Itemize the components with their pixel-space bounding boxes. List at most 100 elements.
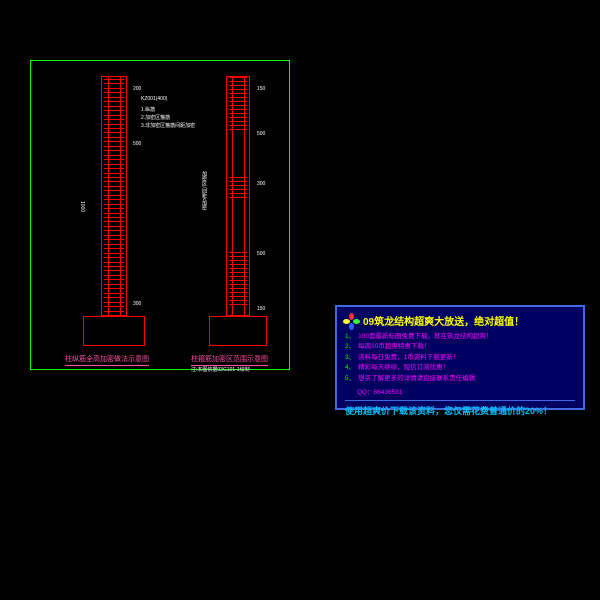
- rebar-tie: [104, 297, 124, 298]
- rebar-tie: [104, 208, 124, 209]
- rebar-tie: [104, 186, 124, 187]
- list-number: 5、: [345, 374, 355, 384]
- rebar-tie: [104, 119, 124, 120]
- drawing-area: 2005001000300 KZ001(400)1.纵筋2.加密区箍筋3.非加密…: [31, 61, 289, 369]
- promo-list-item: 4、精彩每天继续，短信订阅优惠！: [345, 363, 575, 373]
- rebar-tie: [104, 115, 124, 116]
- rebar-tie: [104, 146, 124, 147]
- rebar-tie: [104, 181, 124, 182]
- list-text: 每周10币超爽特惠下载！: [358, 342, 430, 352]
- note-text: 2.加密区箍筋: [141, 114, 170, 121]
- note-text: 1.纵筋: [141, 106, 155, 113]
- rebar-tie: [104, 168, 124, 169]
- dimension-label: 150: [257, 306, 265, 312]
- dimension-label: 300: [133, 301, 141, 307]
- rebar-tie: [104, 128, 124, 129]
- rebar-tie: [104, 311, 124, 312]
- rebar-tie: [104, 279, 124, 280]
- rebar-tie: [104, 124, 124, 125]
- rebar-tie: [104, 253, 124, 254]
- rebar-tie: [104, 257, 124, 258]
- column-left-base: [83, 316, 145, 346]
- promo-footer: 使用超爽价下载该资料，您仅需花费普通价的20%！: [345, 400, 575, 417]
- subcaption-right: 注:本图依据03G101-1绘制: [191, 366, 250, 373]
- rebar-vertical: [108, 77, 109, 315]
- list-text: 精彩每天继续，短信订阅优惠！: [358, 363, 449, 373]
- rebar-tie: [104, 302, 124, 303]
- caption-left: 柱纵筋全高加密做法示意图: [65, 354, 149, 366]
- promo-list: 1、100套最新标图免费下载，就在筑龙结构超爽！2、每周10币超爽特惠下载！3、…: [345, 332, 575, 384]
- rebar-tie: [104, 230, 124, 231]
- rebar-tie: [104, 293, 124, 294]
- rebar-tie: [104, 177, 124, 178]
- promo-qq-line: 0、 QQ：86436581: [345, 386, 575, 396]
- list-text: 想买了解更多的详情请直接联系责任编辑: [358, 374, 475, 384]
- rebar-tie: [104, 106, 124, 107]
- rebar-tie: [104, 239, 124, 240]
- list-number: 2、: [345, 342, 355, 352]
- rebar-tie: [104, 217, 124, 218]
- flower-icon: [345, 314, 359, 328]
- rebar-tie: [104, 235, 124, 236]
- rebar-tie: [104, 306, 124, 307]
- petal: [349, 313, 354, 320]
- rebar-tie: [104, 226, 124, 227]
- dimension-label: 1000: [79, 201, 85, 212]
- promo-list-item: 3、资料每日免费，1币资料下载更新！: [345, 353, 575, 363]
- rebar-tie: [104, 275, 124, 276]
- rebar-tie: [104, 132, 124, 133]
- petal: [343, 319, 350, 324]
- list-text: 资料每日免费，1币资料下载更新！: [358, 353, 459, 363]
- list-number: 4、: [345, 363, 355, 373]
- dimension-label: 500: [133, 141, 141, 147]
- promo-list-item: 5、想买了解更多的详情请直接联系责任编辑: [345, 374, 575, 384]
- rebar-tie: [104, 159, 124, 160]
- column-right-elevation: [226, 76, 250, 316]
- rebar-vertical: [120, 77, 121, 315]
- rebar-tie: [104, 190, 124, 191]
- promo-title-text: 09筑龙结构超爽大放送，绝对超值！: [363, 313, 524, 328]
- note-text: KZ001(400): [141, 96, 167, 102]
- rebar-tie: [104, 199, 124, 200]
- cad-drawing-frame: 2005001000300 KZ001(400)1.纵筋2.加密区箍筋3.非加密…: [30, 60, 290, 370]
- promo-title-row: 09筑龙结构超爽大放送，绝对超值！: [345, 313, 575, 328]
- list-number: 3、: [345, 353, 355, 363]
- rebar-tie: [104, 83, 124, 84]
- dimension-label: 500: [257, 131, 265, 137]
- rebar-tie: [104, 150, 124, 151]
- rebar-tie: [104, 173, 124, 174]
- dimension-label: 300: [257, 181, 265, 187]
- rebar-tie: [104, 195, 124, 196]
- rebar-tie: [104, 92, 124, 93]
- rebar-tie: [104, 213, 124, 214]
- vertical-dimension-label: 加密区,间距≤加密: [201, 171, 208, 210]
- rebar-vertical: [244, 77, 245, 315]
- list-text: 100套最新标图免费下载，就在筑龙结构超爽！: [358, 332, 492, 342]
- rebar-tie: [104, 266, 124, 267]
- rebar-tie: [104, 155, 124, 156]
- petal: [353, 319, 360, 324]
- rebar-tie: [104, 97, 124, 98]
- dimension-label: 150: [257, 86, 265, 92]
- rebar-tie: [104, 270, 124, 271]
- promo-list-item: 1、100套最新标图免费下载，就在筑龙结构超爽！: [345, 332, 575, 342]
- rebar-tie: [104, 141, 124, 142]
- rebar-tie: [104, 244, 124, 245]
- rebar-tie: [104, 88, 124, 89]
- rebar-tie: [104, 79, 124, 80]
- note-text: 3.非加密区箍筋间距加密: [141, 122, 195, 129]
- promo-list-item: 2、每周10币超爽特惠下载！: [345, 342, 575, 352]
- rebar-vertical: [232, 77, 233, 315]
- rebar-tie: [104, 288, 124, 289]
- rebar-tie: [104, 248, 124, 249]
- rebar-tie: [104, 262, 124, 263]
- column-left-elevation: [101, 76, 127, 316]
- rebar-tie: [104, 137, 124, 138]
- dimension-label: 500: [257, 251, 265, 257]
- rebar-tie: [104, 164, 124, 165]
- caption-right: 柱箍筋加密区范围示意图: [191, 354, 268, 366]
- rebar-tie: [104, 101, 124, 102]
- promo-panel: 09筑龙结构超爽大放送，绝对超值！ 1、100套最新标图免费下载，就在筑龙结构超…: [335, 305, 585, 410]
- rebar-tie: [104, 221, 124, 222]
- rebar-tie: [104, 110, 124, 111]
